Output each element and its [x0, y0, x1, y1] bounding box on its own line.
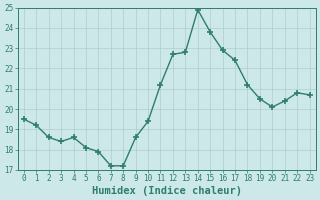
X-axis label: Humidex (Indice chaleur): Humidex (Indice chaleur) [92, 186, 242, 196]
